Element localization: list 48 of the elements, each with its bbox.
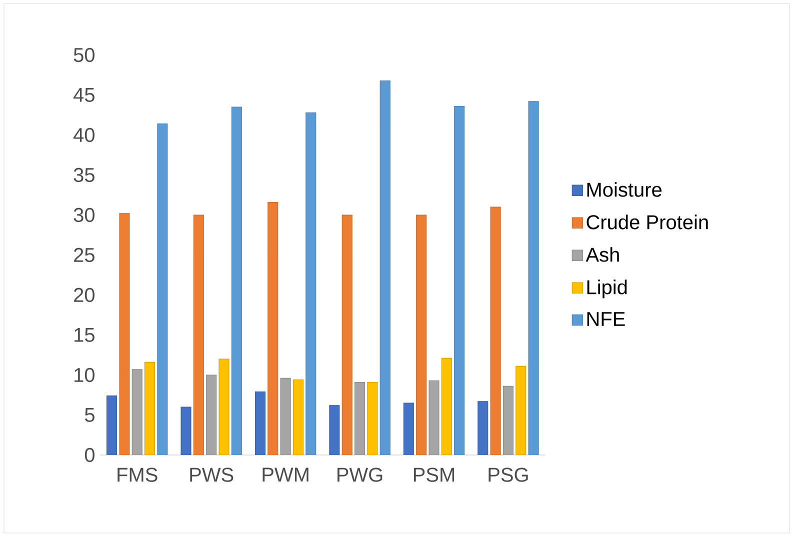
legend-label: NFE [587, 312, 625, 326]
bar [490, 206, 501, 455]
x-tick-label: PWG [338, 468, 382, 482]
y-tick-label: 25 [74, 248, 94, 262]
legend-label: Ash [586, 247, 619, 262]
bar [403, 402, 414, 455]
bar [478, 401, 488, 455]
x-tick-label: PWS [190, 468, 234, 482]
bar [292, 380, 304, 455]
bar [254, 392, 266, 455]
x-tick-label: PWM [262, 468, 308, 482]
y-tick-label: 50 [74, 48, 94, 62]
bar [268, 202, 278, 455]
bar [516, 366, 526, 455]
bar [193, 214, 204, 455]
bar [106, 396, 118, 455]
y-tick-label: 45 [74, 88, 94, 102]
bar [132, 369, 142, 455]
bar [502, 386, 514, 455]
bar [206, 374, 217, 455]
y-tick-label: 0 [84, 448, 94, 462]
bar [157, 124, 168, 455]
x-tick-label: FMS [118, 468, 158, 482]
legend-label: Crude Protein [586, 214, 708, 230]
bar [119, 213, 130, 455]
y-tick-label: 5 [84, 408, 94, 422]
y-tick-label: 20 [74, 288, 94, 302]
bar [380, 80, 390, 455]
legend-label: Lipid [587, 280, 627, 298]
bar [306, 112, 316, 455]
bar [231, 106, 242, 455]
y-tick-label: 10 [74, 368, 94, 382]
bar [354, 382, 366, 455]
bar [180, 406, 192, 455]
y-tick-label: 35 [74, 168, 94, 182]
bar [454, 106, 465, 455]
bar [329, 405, 340, 455]
legend-label: Moisture [587, 182, 662, 197]
y-tick-label: 40 [74, 128, 94, 142]
bar [342, 214, 352, 455]
y-tick-label: 30 [74, 208, 94, 222]
x-tick-label: PSM [414, 468, 454, 482]
bar [144, 362, 156, 455]
y-tick-label: 15 [74, 328, 94, 342]
bar [528, 101, 539, 455]
bar [441, 358, 452, 455]
bar [416, 214, 427, 455]
x-tick-label: PSG [488, 468, 528, 482]
